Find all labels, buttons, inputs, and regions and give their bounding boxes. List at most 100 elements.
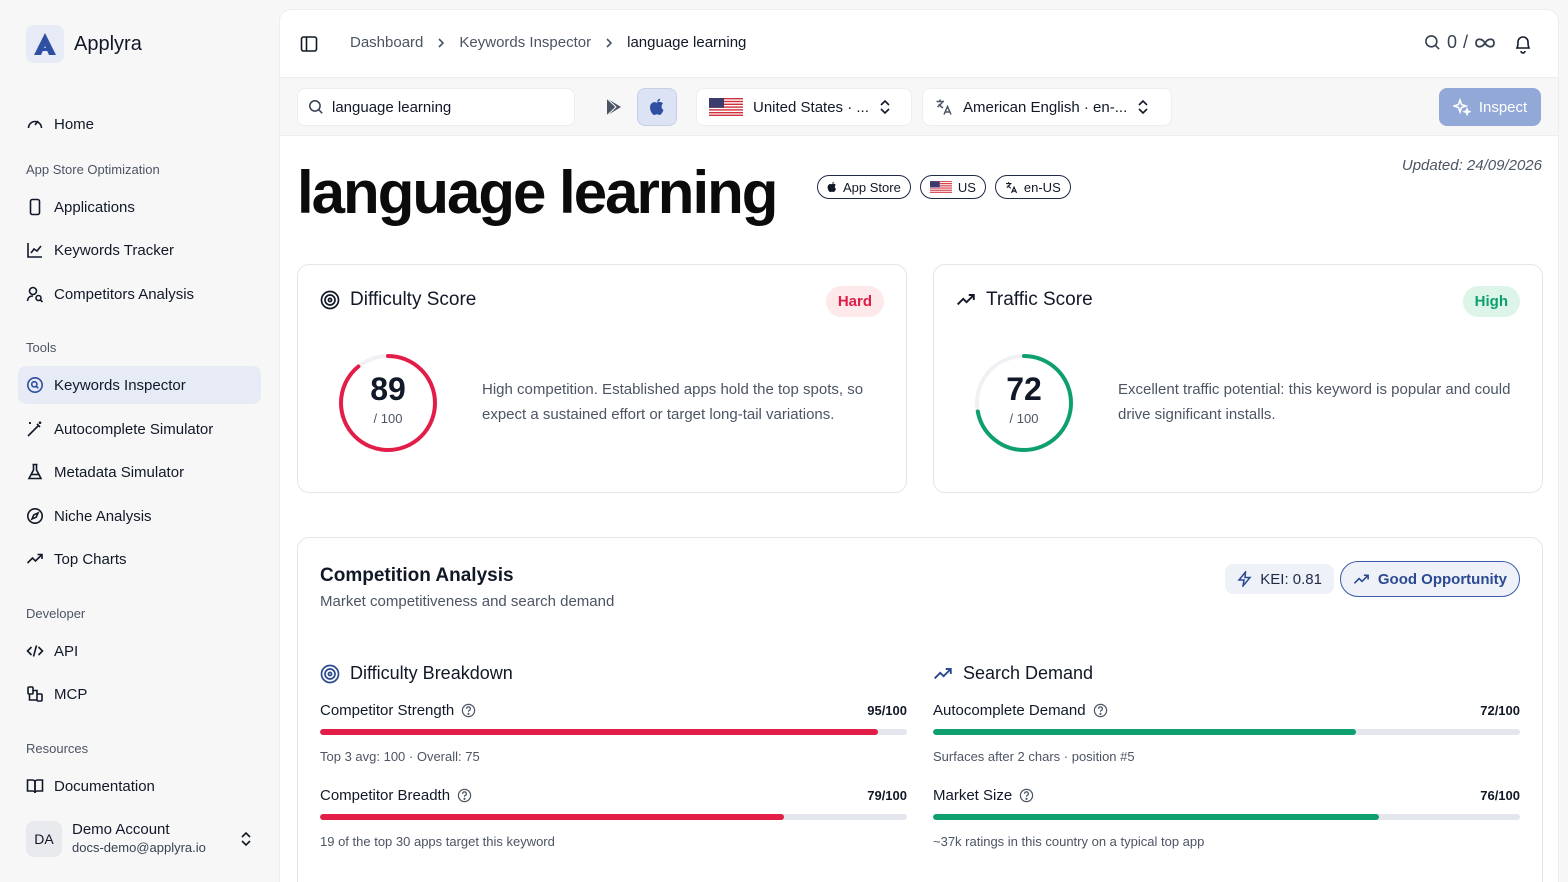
translate-icon [1005, 181, 1017, 193]
credits-separator: / [1462, 32, 1468, 52]
chevrons-up-down-icon [1138, 99, 1148, 115]
search-icon [1425, 35, 1440, 50]
sidebar-item-autocomplete-simulator[interactable]: Autocomplete Simulator [18, 410, 261, 448]
sidebar-item-documentation[interactable]: Documentation [18, 767, 261, 805]
language-tag-label: en-US [1023, 179, 1061, 195]
sidebar-item-api[interactable]: API [18, 632, 261, 670]
account-name: Demo Account [72, 821, 170, 838]
metric-bar-track [933, 729, 1520, 735]
chevrons-up-down-icon [241, 831, 251, 847]
sidebar-item-label: Competitors Analysis [54, 285, 195, 303]
competition-subtitle: Market competitiveness and search demand [320, 593, 615, 610]
difficulty-breakdown-title: Difficulty Breakdown [350, 663, 513, 683]
country-tag: US [919, 175, 986, 199]
sidebar: Applyra Home App Store Optimization Appl… [0, 0, 279, 882]
search-credits[interactable]: 0 / [1424, 32, 1496, 53]
metric-value: 76/100 [1480, 787, 1520, 803]
sidebar-item-label: Niche Analysis [54, 507, 152, 525]
sidebar-item-keywords-tracker[interactable]: Keywords Tracker [18, 231, 261, 269]
traffic-description: Excellent traffic potential: this keywor… [1118, 381, 1511, 423]
difficulty-score-card: Difficulty Score Hard 89 / 100 High comp… [297, 264, 907, 493]
help-circle-icon[interactable] [1019, 788, 1034, 803]
credits-used: 0 [1446, 32, 1457, 52]
sidebar-item-competitors-analysis[interactable]: Competitors Analysis [18, 275, 261, 313]
help-circle-icon[interactable] [1093, 703, 1108, 718]
metric-label: Autocomplete Demand [933, 701, 1086, 719]
inspect-button[interactable]: Inspect [1439, 88, 1541, 126]
metric-bar-track [320, 814, 907, 820]
trending-up-icon [956, 294, 975, 306]
difficulty-gauge: 89 / 100 [336, 351, 440, 455]
chevron-right-icon [606, 37, 613, 48]
sidebar-item-keywords-inspector[interactable]: Keywords Inspector [18, 366, 261, 404]
language-select-value: American English · en-... [963, 98, 1128, 116]
metric-value: 72/100 [1480, 702, 1520, 718]
metric-bar-fill [320, 729, 878, 735]
country-select[interactable]: United States · ... [696, 88, 912, 126]
app-store-button[interactable] [637, 88, 677, 126]
breadcrumb-keywords-inspector[interactable]: Keywords Inspector [459, 34, 592, 51]
line-chart-icon [27, 243, 42, 258]
breadcrumb: Dashboard Keywords Inspector language le… [350, 34, 746, 51]
brand-name: Applyra [74, 32, 142, 55]
google-play-button[interactable] [594, 88, 634, 126]
bell-icon[interactable] [1514, 34, 1532, 54]
keyword-search-input[interactable] [332, 98, 552, 116]
metric-note: 19 of the top 30 apps target this keywor… [320, 834, 555, 849]
apple-icon [827, 181, 837, 192]
sidebar-item-niche-analysis[interactable]: Niche Analysis [18, 497, 261, 535]
gauge-icon [27, 120, 43, 129]
sidebar-item-label: Autocomplete Simulator [54, 420, 214, 438]
competition-title: Competition Analysis [320, 565, 514, 586]
keyword-search[interactable] [297, 88, 575, 126]
inspect-button-label: Inspect [1478, 98, 1528, 116]
applyra-logo-icon [26, 25, 64, 63]
metric-bar-track [933, 814, 1520, 820]
sidebar-section-tools: Tools [26, 340, 57, 355]
metric-label: Market Size [933, 786, 1013, 804]
page-title: language learning [297, 159, 778, 226]
sparkles-icon [1452, 98, 1471, 116]
metric-value: 95/100 [867, 702, 907, 718]
sidebar-item-mcp[interactable]: MCP [18, 675, 261, 713]
compass-icon [27, 508, 43, 524]
metric-competitor-breadth: Competitor Breadth 79/100 19 of the top … [320, 785, 907, 849]
updated-date: Updated: 24/09/2026 [1401, 157, 1542, 174]
sidebar-section-resources: Resources [26, 741, 89, 756]
smartphone-icon [29, 198, 41, 216]
metric-note: Surfaces after 2 chars · position #5 [933, 749, 1135, 764]
metric-note: Top 3 avg: 100 · Overall: 75 [320, 749, 480, 764]
traffic-score-max: / 100 [1009, 411, 1039, 426]
language-select[interactable]: American English · en-... [922, 88, 1172, 126]
difficulty-card-header: Difficulty Score [320, 289, 476, 311]
metric-competitor-strength: Competitor Strength 95/100 Top 3 avg: 10… [320, 700, 907, 764]
help-circle-icon[interactable] [461, 703, 476, 718]
zap-icon [1237, 571, 1252, 587]
help-circle-icon[interactable] [457, 788, 472, 803]
breadcrumb-dashboard[interactable]: Dashboard [350, 34, 424, 51]
sidebar-item-top-charts[interactable]: Top Charts [18, 540, 261, 578]
kei-value: KEI: 0.81 [1260, 570, 1322, 588]
account-switcher[interactable]: DA Demo Account docs-demo@applyra.io [18, 815, 261, 863]
infinity-icon [1475, 37, 1495, 48]
brand[interactable]: Applyra [26, 25, 142, 63]
store-tag-label: App Store [843, 179, 901, 195]
avatar: DA [26, 821, 62, 857]
metric-market-size: Market Size 76/100 ~37k ratings in this … [933, 785, 1520, 849]
keyword-tags: App Store US en-US [817, 175, 1071, 199]
metric-bar-fill [933, 814, 1380, 820]
metric-label: Competitor Breadth [320, 786, 451, 804]
sidebar-item-applications[interactable]: Applications [18, 188, 261, 226]
store-tag: App Store [817, 175, 911, 199]
sidebar-item-metadata-simulator[interactable]: Metadata Simulator [18, 453, 261, 491]
sidebar-item-label: Keywords Inspector [54, 376, 186, 394]
search-demand-header: Search Demand [933, 663, 1093, 684]
sidebar-item-label: Home [54, 115, 95, 133]
traffic-gauge-arc [975, 354, 1073, 452]
sidebar-item-label: API [54, 642, 79, 660]
difficulty-gauge-arc [339, 354, 437, 452]
metric-value: 79/100 [867, 787, 907, 803]
sidebar-item-home[interactable]: Home [18, 105, 261, 143]
sidebar-toggle-icon[interactable] [300, 35, 318, 53]
difficulty-badge: Hard [825, 286, 884, 317]
